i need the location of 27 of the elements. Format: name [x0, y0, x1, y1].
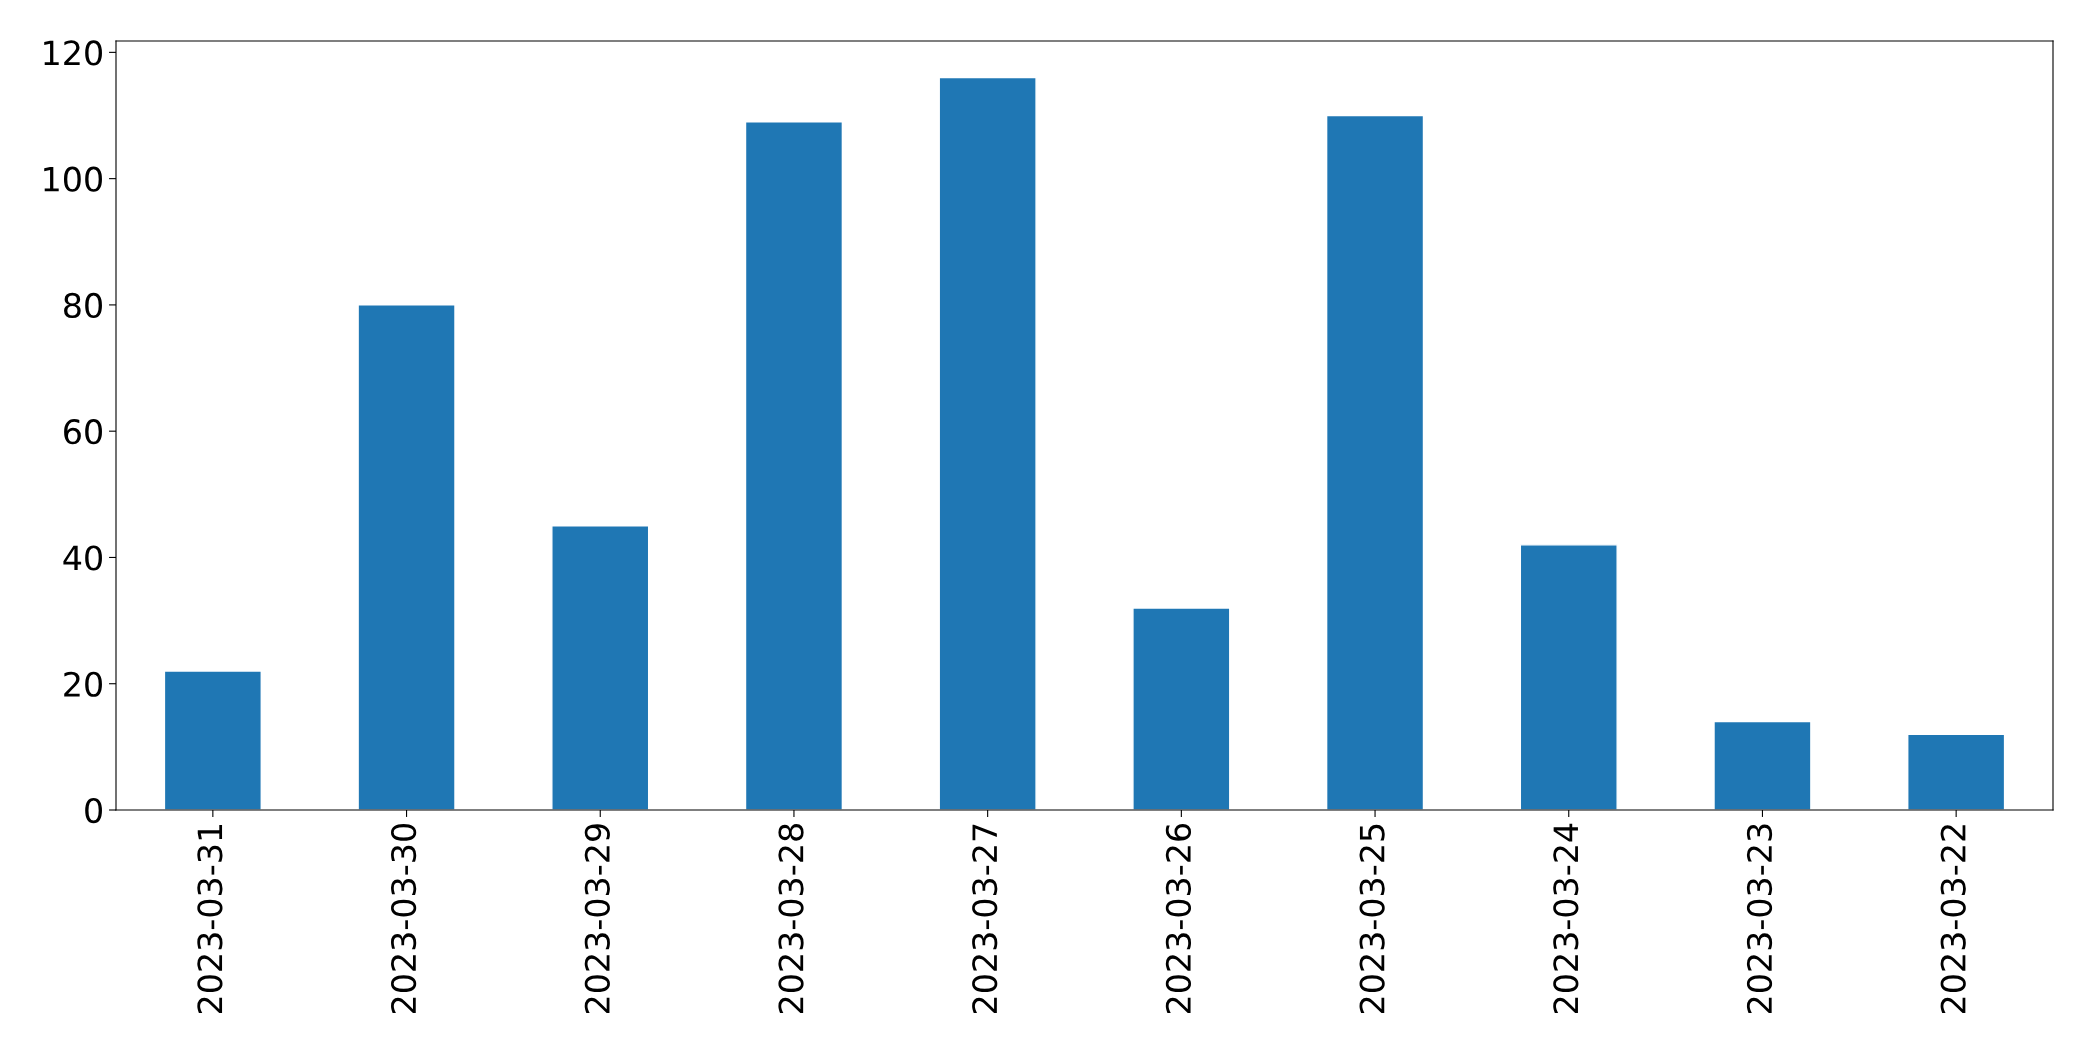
x-tick-label: 2023-03-24	[1553, 823, 1579, 1014]
bar	[1519, 544, 1618, 810]
bar	[357, 304, 456, 810]
bar	[163, 670, 262, 810]
bar	[1132, 607, 1231, 810]
x-tick-label: 2023-03-25	[1359, 824, 1385, 1014]
y-tick-label: 120	[44, 40, 102, 66]
x-tick-label: 2023-03-26	[1165, 823, 1192, 1014]
bar	[1907, 733, 2006, 810]
x-tick-label: 2023-03-28	[778, 824, 804, 1014]
x-tick-label: 2023-03-29	[584, 824, 610, 1014]
y-tick-label: 60	[64, 419, 102, 445]
x-tick-label: 2023-03-31	[197, 824, 223, 1014]
y-tick-label: 0	[85, 797, 102, 824]
bar	[551, 525, 650, 810]
y-tick-label: 40	[63, 545, 102, 571]
x-tick-label: 2023-03-22	[1940, 825, 1966, 1014]
bar	[1713, 720, 1812, 810]
y-tick-label: 100	[44, 166, 102, 192]
x-tick-label: 2023-03-30	[391, 824, 417, 1014]
y-tick-label: 80	[64, 292, 102, 319]
bar	[938, 76, 1037, 810]
y-tick-label: 20	[64, 671, 102, 697]
bar	[744, 121, 844, 810]
x-tick-label: 2023-03-23	[1746, 824, 1773, 1014]
bar	[1325, 114, 1425, 810]
x-tick-label: 2023-03-27	[972, 824, 998, 1014]
